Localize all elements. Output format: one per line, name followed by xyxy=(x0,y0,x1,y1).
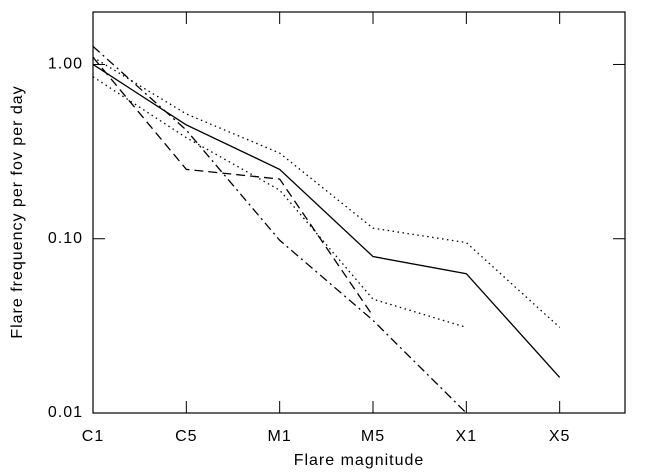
x-tick-label: X1 xyxy=(456,428,478,445)
series-line xyxy=(92,45,467,414)
series-line xyxy=(92,56,561,328)
x-tick-label: X5 xyxy=(549,428,571,445)
series-line xyxy=(92,56,374,317)
plot-frame xyxy=(92,11,626,414)
x-axis-label: Flare magnitude xyxy=(294,452,425,469)
y-tick-label: 1.00 xyxy=(48,56,83,73)
y-tick-label: 0.10 xyxy=(48,230,83,247)
x-tick-label: C1 xyxy=(82,428,104,445)
series-line xyxy=(92,63,561,378)
y-tick-label: 0.01 xyxy=(48,404,83,421)
x-tick-label: M1 xyxy=(268,428,292,445)
x-tick-label: M5 xyxy=(361,428,385,445)
x-tick-label: C5 xyxy=(175,428,197,445)
y-axis-label: Flare frequency per fov per day xyxy=(9,85,26,338)
series-line xyxy=(92,76,467,328)
